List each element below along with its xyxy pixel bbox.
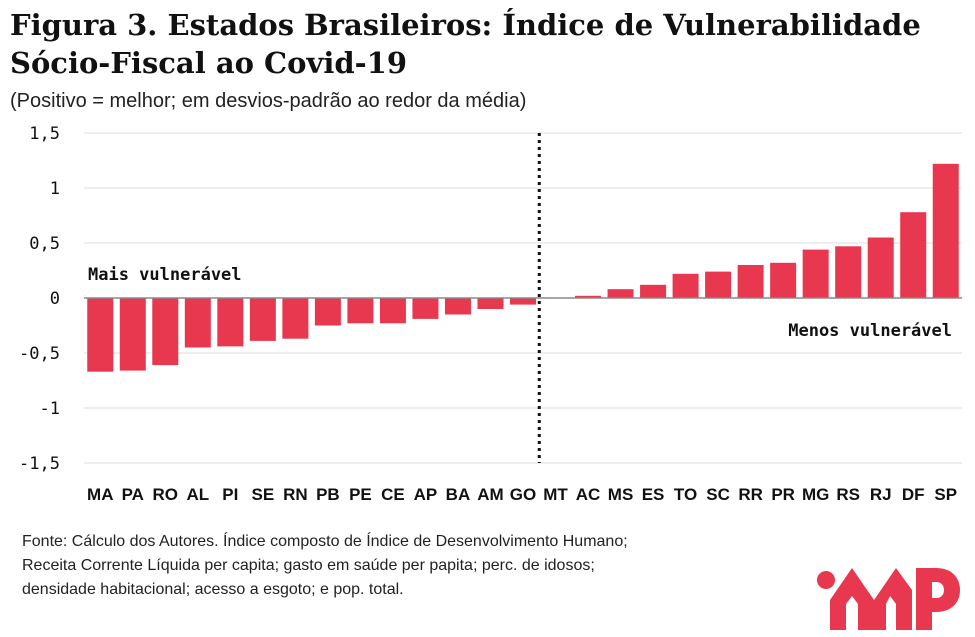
source-line-1: Fonte: Cálculo dos Autores. Índice compo… [22, 533, 628, 550]
x-label-rj: RJ [870, 485, 892, 504]
y-tick-label: -1,5 [19, 454, 60, 474]
bar-ms [607, 289, 634, 298]
x-label-pa: PA [122, 485, 144, 504]
bar-rr [737, 265, 764, 298]
bar-pi [217, 298, 244, 347]
bar-rs [835, 246, 862, 298]
bar-se [249, 298, 276, 341]
x-label-sc: SC [706, 485, 730, 504]
x-label-rs: RS [836, 485, 860, 504]
x-label-ce: CE [381, 485, 405, 504]
x-label-pe: PE [349, 485, 372, 504]
y-axis-ticks: 1,5 1 0,5 0 -0,5 -1 -1,5 [19, 124, 60, 474]
x-label-df: DF [902, 485, 925, 504]
x-label-sp: SP [934, 485, 957, 504]
bar-sp [932, 163, 959, 298]
gridlines [84, 132, 962, 464]
x-label-ma: MA [87, 485, 113, 504]
bar-rn [282, 298, 309, 339]
source-line-2: Receita Corrente Líquida per capita; gas… [22, 557, 595, 574]
x-axis-labels: MA PA RO AL PI SE RN PB PE CE AP BA AM GO MT AC MS ES TO SC… [87, 485, 957, 504]
chart-subtitle: (Positivo = melhor; em desvios-padrão ao… [10, 90, 527, 112]
y-tick-label: 1,5 [29, 124, 60, 144]
source-note: Fonte: Cálculo dos Autores. Índice compo… [22, 530, 802, 602]
y-tick-label: -1 [40, 399, 60, 419]
bar-ro [152, 298, 179, 366]
x-label-se: SE [252, 485, 275, 504]
y-tick-label: -0,5 [19, 344, 60, 364]
x-label-pr: PR [771, 485, 795, 504]
bars [87, 163, 959, 372]
bar-go [509, 298, 537, 305]
x-label-to: TO [674, 485, 697, 504]
bar-mg [802, 249, 829, 298]
bar-pb [314, 298, 341, 326]
y-tick-label: 1 [50, 179, 60, 199]
bar-ap [412, 298, 439, 319]
title-line-1: Figura 3. Estados Brasileiros: Índice de… [10, 8, 921, 42]
source-line-3: densidade habitacional; acesso a esgoto;… [22, 581, 404, 598]
x-label-rr: RR [738, 485, 763, 504]
annotation-more-vulnerable: Mais vulnerável [88, 265, 242, 285]
imp-logo-icon [817, 568, 960, 630]
title-line-2: Sócio-Fiscal ao Covid-19 [10, 46, 408, 80]
x-label-es: ES [642, 485, 665, 504]
bar-rj [867, 237, 894, 298]
x-label-am: AM [477, 485, 503, 504]
x-label-ms: MS [608, 485, 634, 504]
y-tick-label: 0,5 [29, 234, 60, 254]
bar-to [672, 273, 699, 298]
bar-es [640, 284, 667, 298]
x-label-ro: RO [153, 485, 179, 504]
x-label-go: GO [510, 485, 536, 504]
bar-df [900, 212, 927, 298]
x-label-pb: PB [316, 485, 340, 504]
x-label-mt: MT [543, 485, 568, 504]
bar-ac [575, 295, 602, 298]
x-label-ac: AC [576, 485, 601, 504]
bar-al [184, 298, 211, 348]
x-label-ap: AP [414, 485, 438, 504]
x-label-ba: BA [446, 485, 471, 504]
x-label-mg: MG [802, 485, 829, 504]
x-label-al: AL [186, 485, 209, 504]
bar-ba [444, 298, 471, 315]
x-label-rn: RN [283, 485, 308, 504]
bar-ce [379, 298, 406, 324]
bar-sc [705, 271, 732, 298]
chart-title: Figura 3. Estados Brasileiros: Índice de… [10, 6, 965, 82]
x-label-pi: PI [222, 485, 238, 504]
bar-pa [119, 298, 146, 371]
annotation-less-vulnerable: Menos vulnerável [788, 321, 952, 341]
bar-ma [87, 298, 114, 372]
bar-pe [347, 298, 374, 324]
bar-chart: 1,5 1 0,5 0 -0,5 -1 -1,5 MA PA RO AL PI SE RN PB PE CE A… [19, 124, 962, 504]
y-tick-label: 0 [50, 289, 60, 309]
bar-pr [770, 262, 797, 298]
bar-am [477, 298, 504, 309]
